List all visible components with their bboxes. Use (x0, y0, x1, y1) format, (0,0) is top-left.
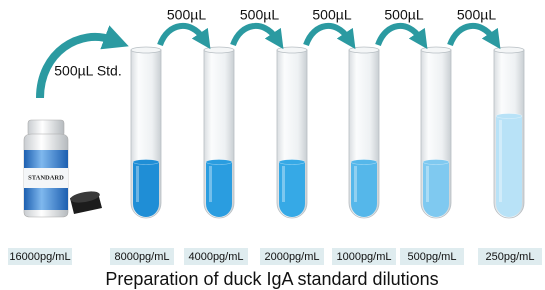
tube-rim (131, 47, 161, 53)
concentration-label: 1000pg/mL (336, 251, 391, 263)
std-volume: 500µL Std. (54, 63, 121, 79)
tube-rim (349, 47, 379, 53)
liquid-highlight (354, 166, 357, 202)
liquid-surface (133, 160, 159, 165)
tube-rim (277, 47, 307, 53)
liquid-surface (423, 160, 449, 165)
liquid-highlight (136, 166, 139, 202)
liquid-surface (279, 160, 305, 165)
diagram: STANDARD 500µL Std. Preparation of duck … (0, 0, 545, 290)
liquid-highlight (209, 166, 212, 202)
concentration-label: 250pg/mL (486, 251, 535, 263)
tube-rim (204, 47, 234, 53)
transfer-volume: 500µL (457, 7, 496, 23)
transfer-volume: 500µL (167, 7, 206, 23)
concentration-label: 500pg/mL (408, 251, 457, 263)
transfer-arrow (378, 26, 420, 45)
bottle-label: STANDARD (28, 174, 64, 181)
bottle-cap (69, 189, 102, 214)
diagram-title: Preparation of duck IgA standard dilutio… (105, 269, 438, 289)
liquid-surface (351, 160, 377, 165)
concentration-label: 8000pg/mL (114, 251, 169, 263)
transfer-volume: 500µL (312, 7, 351, 23)
liquid-highlight (426, 166, 429, 202)
transfer-arrow (306, 26, 348, 45)
transfer-arrow (233, 26, 276, 45)
concentration-label: 2000pg/mL (264, 251, 319, 263)
liquid-surface (496, 114, 522, 119)
tube-rim (494, 47, 524, 53)
transfer-volume: 500µL (384, 7, 423, 23)
liquid-highlight (499, 120, 502, 202)
transfer-arrow (160, 26, 203, 45)
transfer-volume: 500µL (240, 7, 279, 23)
concentration-label: 4000pg/mL (188, 251, 243, 263)
liquid-highlight (282, 166, 285, 202)
standard-bottle: STANDARD (24, 120, 68, 217)
concentration-label: 16000pg/mL (9, 251, 70, 263)
liquid-surface (206, 160, 232, 165)
tube-rim (421, 47, 451, 53)
transfer-arrow (450, 26, 493, 45)
